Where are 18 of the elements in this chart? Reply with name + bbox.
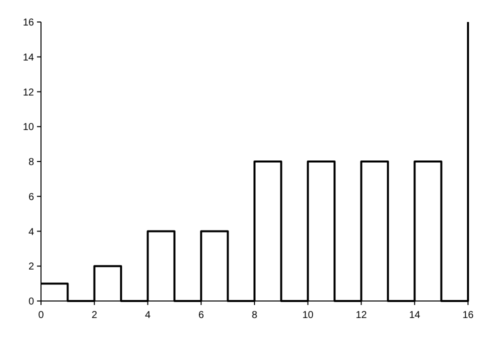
y-tick-label: 4 — [28, 226, 34, 238]
y-tick-label: 8 — [28, 157, 34, 168]
x-tick-label: 14 — [409, 310, 421, 321]
x-tick-label: 6 — [198, 310, 204, 321]
x-tick-label: 0 — [38, 310, 44, 321]
x-tick-label: 4 — [144, 310, 151, 321]
y-tick-label: 10 — [22, 122, 34, 134]
x-tick-label: 8 — [252, 310, 258, 321]
x-tick-label: 12 — [356, 310, 368, 321]
y-tick-label: 14 — [22, 52, 34, 64]
y-tick-label: 6 — [28, 192, 34, 203]
x-tick-label: 2 — [92, 310, 98, 321]
x-tick-label: 16 — [462, 310, 474, 321]
y-tick-label: 12 — [22, 87, 34, 98]
y-tick-label: 2 — [28, 262, 34, 273]
x-tick-label: 10 — [302, 310, 314, 321]
y-tick-label: 0 — [28, 296, 34, 308]
y-tick-label: 16 — [22, 18, 34, 28]
